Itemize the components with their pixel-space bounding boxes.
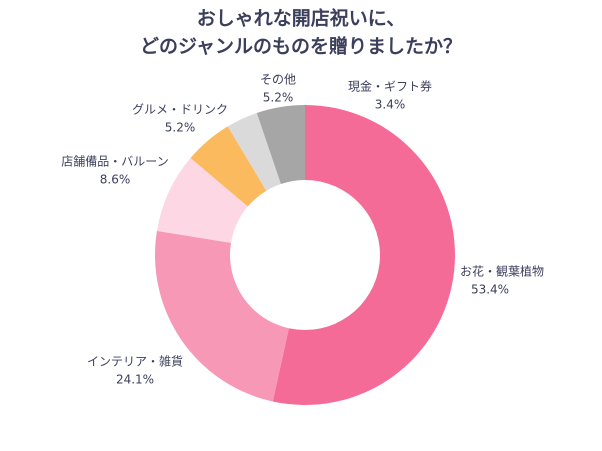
slice-label: グルメ・ドリンク (132, 103, 228, 117)
slice-label: その他 (260, 73, 296, 87)
slice (256, 105, 305, 184)
slice-value-label: 5.2% (263, 91, 294, 105)
slice-value-label: 5.2% (165, 121, 196, 135)
slice-label: 店舗備品・バルーン (61, 154, 168, 169)
slice-label: インテリア・雑貨 (87, 354, 183, 369)
slice (190, 126, 267, 207)
slice (272, 105, 455, 405)
slice-value-label: 8.6% (100, 173, 131, 187)
slice-value-label: 3.4% (375, 98, 406, 112)
chart-title: どのジャンルのものを贈りましたか？ (140, 35, 462, 58)
slice (227, 112, 281, 191)
slice-value-label: 53.4% (471, 283, 509, 297)
chart-title: おしゃれな開店祝いに、 (197, 7, 405, 30)
slice (155, 230, 289, 402)
slice-label: お花・観葉植物 (460, 264, 544, 279)
slice (156, 158, 248, 243)
slice-value-label: 24.1% (116, 373, 154, 387)
slice-label: 現金・ギフト券 (348, 79, 432, 94)
